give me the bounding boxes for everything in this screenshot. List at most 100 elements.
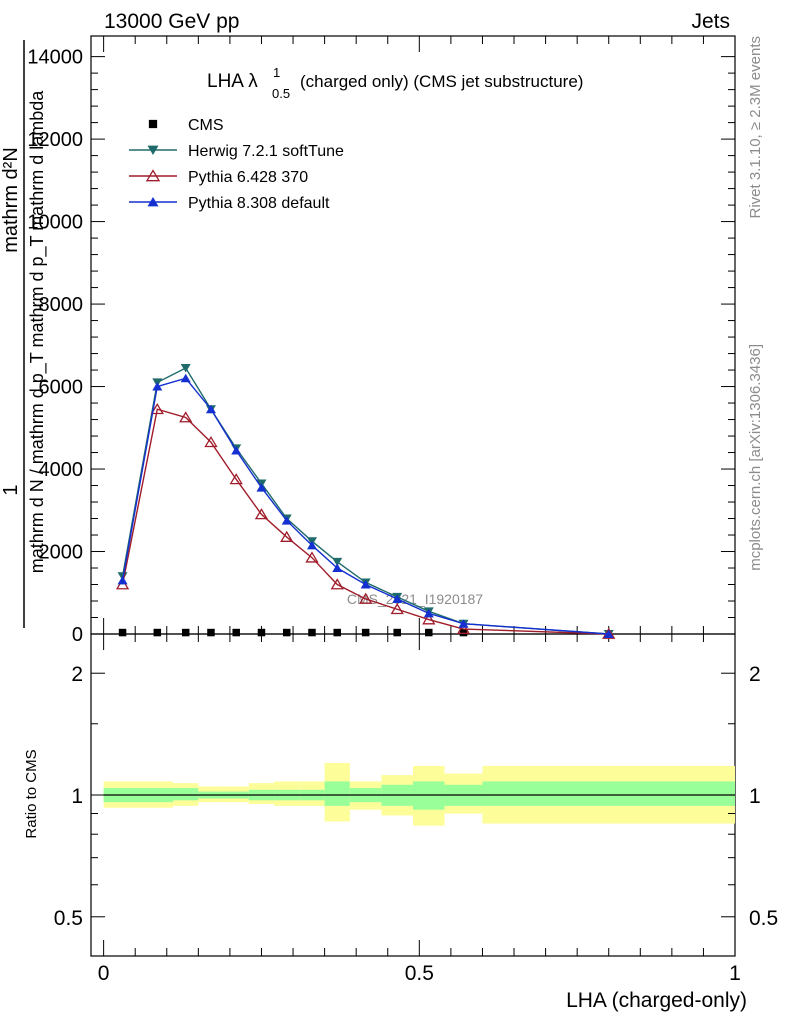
data-point — [456, 622, 471, 634]
data-point — [360, 580, 371, 589]
data-point — [181, 628, 190, 637]
data-point — [306, 540, 317, 550]
ratio-y-tick-label-right: 1 — [749, 785, 761, 808]
data-point — [153, 628, 162, 637]
data-point — [180, 373, 191, 383]
series-line — [121, 377, 609, 635]
data-point — [152, 382, 163, 391]
y-tick-label: 8000 — [39, 294, 84, 316]
ratio-bands — [103, 762, 735, 826]
y-tick-label: 10000 — [27, 212, 83, 234]
legend-marker — [147, 197, 159, 207]
data-point — [422, 613, 436, 625]
data-point — [308, 628, 316, 637]
data-point — [359, 592, 373, 604]
series-3 — [117, 373, 614, 638]
legend-label: Herwig 7.2.1 softTune — [188, 143, 344, 160]
data-point — [332, 563, 343, 573]
data-point — [305, 551, 319, 563]
data-point — [458, 619, 469, 628]
ratio-axes: 0.5 0.5 1 1 2 2 0 0.5 1 — [54, 633, 778, 985]
ratio-y-tick-label-right: 0.5 — [749, 907, 778, 930]
data-point — [332, 557, 343, 567]
y-label-one: 1 — [0, 484, 22, 495]
y-tick-label: 4000 — [39, 459, 84, 481]
legend: CMS Herwig 7.2.1 softTune Pythia 6.428 370… — [129, 117, 344, 212]
y-axis-label-upper: 1 mathrm d²N mathrm d N / mathrm d p_T m… — [0, 40, 48, 628]
data-point — [330, 578, 344, 590]
y-tick-label: 0 — [72, 624, 83, 646]
data-point — [425, 628, 433, 637]
data-point — [361, 628, 370, 637]
x-tick-label: 1 — [729, 962, 741, 985]
data-point — [118, 628, 127, 637]
y-label-numerator: mathrm d²N — [0, 147, 22, 253]
data-point — [231, 445, 242, 455]
data-point — [179, 411, 193, 423]
series-line — [121, 367, 609, 635]
analysis-watermark: CMS_2021_I1920187 — [347, 591, 483, 607]
data-point — [257, 628, 266, 637]
plot-title: LHA λ 1 0.5 (charged only) (CMS jet subs… — [207, 65, 583, 101]
legend-label: Pythia 8.308 default — [188, 195, 330, 212]
svg-text:LHA λ: LHA λ — [207, 71, 258, 92]
ratio-y-tick-label: 1 — [71, 785, 83, 808]
data-point — [232, 628, 240, 637]
legend-item: Herwig 7.2.1 softTune — [129, 143, 344, 160]
data-point — [207, 628, 215, 637]
series-layer — [115, 363, 616, 639]
data-point — [423, 608, 434, 618]
header-right: Jets — [691, 10, 730, 33]
legend-item: Pythia 8.308 default — [129, 195, 330, 212]
y-tick-label: 12000 — [27, 129, 83, 151]
data-point — [150, 402, 164, 415]
series-0 — [118, 628, 468, 637]
data-point — [205, 404, 216, 414]
ratio-stat-band — [324, 781, 350, 806]
legend-label: Pythia 6.428 370 — [188, 169, 308, 186]
data-point — [204, 435, 218, 448]
data-point — [393, 628, 401, 637]
data-point — [459, 628, 468, 637]
header-left: 13000 GeV pp — [104, 10, 239, 33]
y-tick-label: 6000 — [39, 377, 84, 399]
data-point — [229, 473, 243, 485]
x-tick-label: 0.5 — [405, 962, 434, 985]
legend-marker — [148, 119, 158, 129]
data-point — [333, 628, 341, 637]
data-point — [282, 628, 291, 637]
data-point — [117, 575, 128, 585]
series-2 — [115, 402, 616, 639]
ratio-stat-band — [173, 788, 199, 801]
data-point — [256, 483, 267, 492]
legend-marker — [145, 169, 161, 182]
x-tick-label: 0 — [98, 962, 110, 985]
rivet-label: Rivet 3.1.10, ≥ 2.3M events — [747, 36, 764, 219]
data-point — [280, 530, 294, 542]
data-point — [390, 602, 404, 615]
ratio-stat-band — [482, 781, 735, 806]
mcplots-label: mcplots.cern.ch [arXiv:1306.3436] — [747, 344, 764, 571]
legend-marker — [147, 145, 159, 155]
y-axis-label-ratio: Ratio to CMS — [23, 749, 40, 838]
ratio-y-tick-label-right: 2 — [749, 663, 761, 686]
data-point — [254, 508, 269, 520]
legend-label: CMS — [188, 117, 224, 134]
ratio-y-tick-label: 0.5 — [54, 907, 83, 930]
ratio-y-tick-label: 2 — [71, 663, 83, 686]
legend-item: Pythia 6.428 370 — [129, 169, 308, 186]
svg-text:(charged only) (CMS jet substr: (charged only) (CMS jet substructure) — [300, 72, 583, 91]
y-tick-label: 2000 — [39, 542, 84, 564]
y-tick-label: 14000 — [27, 47, 83, 69]
data-point — [392, 594, 403, 603]
x-axis-label: LHA (charged-only) — [566, 989, 747, 1012]
data-point — [603, 629, 614, 638]
svg-text:1: 1 — [273, 65, 280, 80]
main-axes: 0 2000 4000 6000 8000 10000 12000 14000 — [27, 36, 736, 646]
data-point — [281, 516, 292, 525]
data-point — [180, 363, 191, 373]
svg-text:0.5: 0.5 — [272, 86, 290, 101]
y-label-denominator: mathrm d N / mathrm d p_T mathrm d p_T m… — [27, 90, 48, 573]
legend-item: CMS — [148, 117, 224, 134]
